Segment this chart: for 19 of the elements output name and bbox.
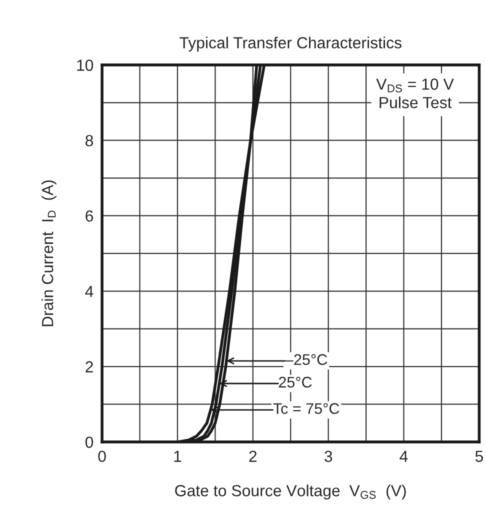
x-tick-label: 1 — [174, 450, 182, 462]
x-tick-label: 0 — [98, 450, 106, 462]
annotation: Tc = 75°C — [273, 403, 340, 414]
y-tick-label: 10 — [77, 60, 94, 71]
x-tick-label: 2 — [249, 450, 257, 462]
y-tick-label: 4 — [85, 286, 94, 297]
y-axis-title: Drain Current I$_{D}$ (A) — [42, 180, 56, 326]
x-tick-label: 3 — [324, 450, 332, 462]
y-tick-label: 8 — [86, 134, 94, 146]
x-tick-label: 5 — [475, 450, 483, 462]
y-tick-label: 6 — [86, 210, 94, 222]
x-axis-title: Gate to Source Voltage V$_{GS}$ (V) — [175, 484, 406, 500]
chart-title: Typical Transfer Characteristics — [180, 36, 402, 52]
annotation: 25°C — [278, 376, 312, 388]
annotation: –25°C — [284, 354, 328, 365]
y-tick-label: 2 — [86, 361, 93, 372]
annotation: V$_{DS}$ = 10 V Pulse Test — [376, 78, 454, 108]
y-tick-label: 0 — [85, 436, 94, 448]
x-tick-label: 4 — [400, 450, 408, 462]
